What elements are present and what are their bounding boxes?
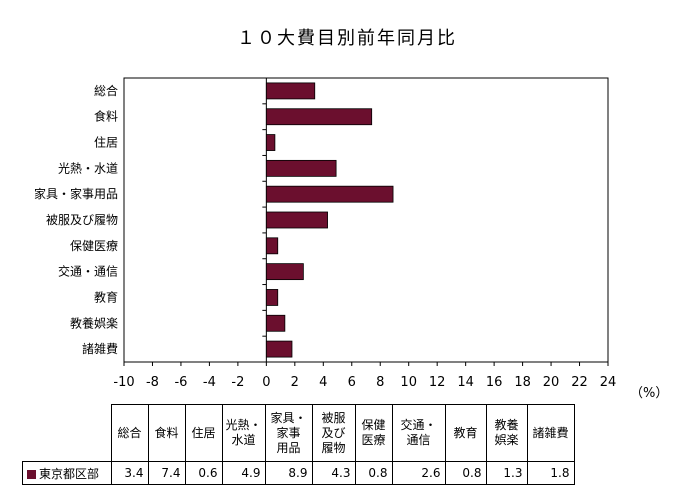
table-cell: 7.4 <box>147 461 186 485</box>
row-header: 東京都区部 <box>22 461 112 485</box>
category-label: 交通・通信 <box>58 264 118 279</box>
bar <box>265 237 279 255</box>
column-header-line: 医療 <box>361 433 386 447</box>
x-tick-label: 6 <box>348 375 356 390</box>
column-header-line: 用品 <box>276 440 301 455</box>
bar <box>265 159 337 177</box>
data-table: 総合 食料 住居 光熱・ 水道 家具・ 家事 用品 被服 及び 履物 保健 医療 交通・ 通信 教育 教養 娯楽諸… <box>22 404 575 485</box>
bar <box>265 289 279 306</box>
bar <box>265 108 373 126</box>
table-cell: 3.4 <box>110 461 149 485</box>
column-header-line: 家事 <box>276 425 301 440</box>
category-label: 住居 <box>94 136 118 150</box>
column-header-line: 通信 <box>406 433 431 447</box>
category-label: 総合 <box>94 83 118 98</box>
column-header-line: 保健 <box>361 418 386 432</box>
table-header-row: 総合 食料 住居 光熱・ 水道 家具・ 家事 用品 被服 及び 履物 保健 医療 交通・ 通信 教育 教養 娯楽諸… <box>22 404 575 462</box>
column-header-line: 食料 <box>154 425 179 440</box>
category-label: 保健医療 <box>70 239 118 253</box>
x-tick-label: 22 <box>571 375 588 390</box>
bar <box>265 263 304 281</box>
table-cell: 0.6 <box>184 461 223 485</box>
column-header: 諸雑費 <box>526 404 575 462</box>
chart-title: １０大費目別前年同月比 <box>237 28 457 49</box>
column-header: 被服 及び 履物 <box>311 404 356 462</box>
category-label: 諸雑費 <box>82 341 118 356</box>
category-label: 教養娯楽 <box>70 315 118 330</box>
category-label: 被服及び履物 <box>46 213 118 227</box>
column-header-line: 家具・ <box>270 410 307 425</box>
x-tick-label: -8 <box>146 375 159 390</box>
x-tick-label: -2 <box>231 375 244 390</box>
table-cell: 1.3 <box>485 461 528 485</box>
category-label: 光熱・水道 <box>58 161 118 175</box>
column-header-line: 水道 <box>231 433 256 447</box>
table-cell: 4.9 <box>221 461 266 485</box>
bar <box>265 134 276 151</box>
category-label: 教育 <box>94 289 118 304</box>
column-header-line: 住居 <box>191 425 216 440</box>
legend-swatch <box>27 469 36 479</box>
x-tick-label: 10 <box>400 375 417 390</box>
bar <box>265 82 316 100</box>
table-cell: 0.8 <box>444 461 487 485</box>
x-tick-label: -6 <box>174 375 187 390</box>
table-corner <box>22 404 112 462</box>
bar <box>265 185 394 203</box>
column-header-line: 光熱・ <box>225 418 262 432</box>
bar <box>265 314 286 332</box>
column-header-line: 教養 <box>494 418 519 432</box>
category-label: 食料 <box>94 109 118 124</box>
column-header-line: 履物 <box>321 440 346 455</box>
column-header: 家具・ 家事 用品 <box>264 404 313 462</box>
table-cell: 2.6 <box>391 461 446 485</box>
x-tick-label: 12 <box>429 375 446 390</box>
x-tick-label: 24 <box>600 375 617 390</box>
x-tick-label: 4 <box>319 375 327 390</box>
table-cell: 4.3 <box>311 461 356 485</box>
x-tick-label: -10 <box>113 375 134 390</box>
x-tick-label: 16 <box>486 375 503 390</box>
column-header-line: 教育 <box>453 425 478 440</box>
column-header-line: 交通・ <box>400 418 437 432</box>
column-header-line: 諸雑費 <box>532 425 569 440</box>
x-tick-label: 14 <box>457 375 474 390</box>
table-cell: 8.9 <box>264 461 313 485</box>
column-header: 住居 <box>184 404 223 462</box>
x-tick-label: 18 <box>514 375 531 390</box>
x-tick-label: 2 <box>291 375 299 390</box>
x-tick-label: -4 <box>203 375 216 390</box>
column-header-line: 及び <box>321 425 346 440</box>
column-header-line: 娯楽 <box>494 433 519 447</box>
table-row: 東京都区部 3.4 7.4 0.6 4.9 8.9 4.3 0.8 2.6 0.8 1.3 1.8 <box>22 461 575 485</box>
column-header: 光熱・ 水道 <box>221 404 266 462</box>
column-header: 総合 <box>110 404 149 462</box>
bar-chart: 総合食料住居光熱・水道家具・家事用品被服及び履物保健医療交通・通信教育教養娯楽諸… <box>34 77 617 390</box>
plot-area <box>123 77 609 363</box>
bar <box>265 211 328 229</box>
table-cell: 0.8 <box>354 461 393 485</box>
x-tick-label: 8 <box>376 375 384 390</box>
x-tick-label: 0 <box>262 375 270 390</box>
column-header: 食料 <box>147 404 186 462</box>
column-header-line: 被服 <box>321 410 346 425</box>
table-cell: 1.8 <box>526 461 575 485</box>
column-header: 交通・ 通信 <box>391 404 446 462</box>
column-header: 保健 医療 <box>354 404 393 462</box>
column-header: 教養 娯楽 <box>485 404 528 462</box>
category-label: 家具・家事用品 <box>34 186 118 201</box>
column-header: 教育 <box>444 404 487 462</box>
row-label: 東京都区部 <box>39 466 100 481</box>
unit-label: （%） <box>630 386 669 401</box>
bar <box>265 340 293 358</box>
column-header-line: 総合 <box>117 425 142 440</box>
x-tick-label: 20 <box>543 375 560 390</box>
